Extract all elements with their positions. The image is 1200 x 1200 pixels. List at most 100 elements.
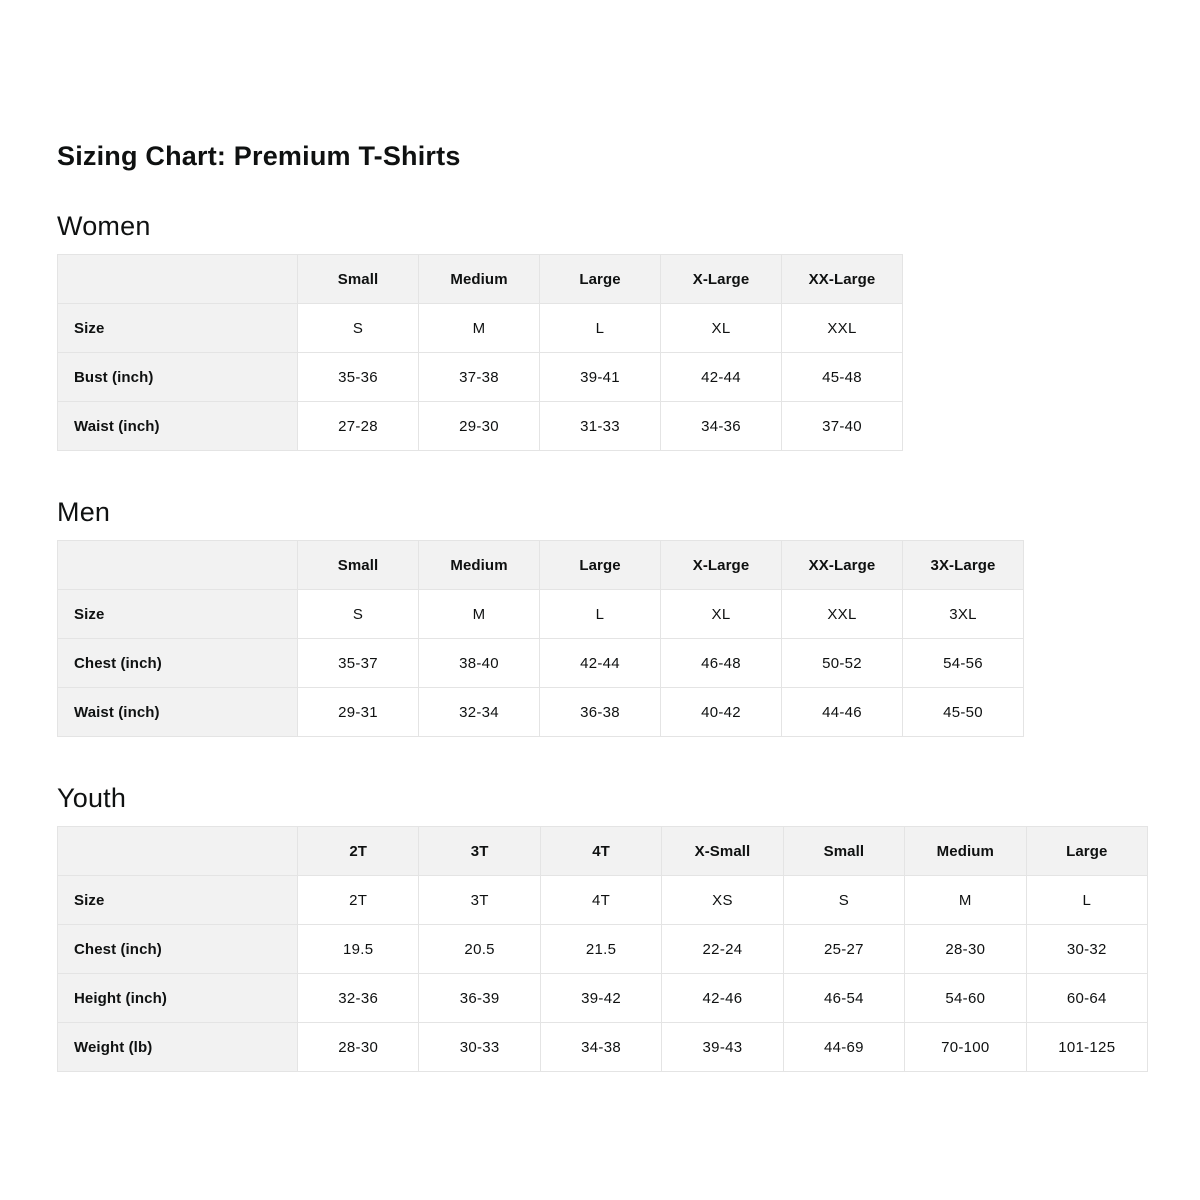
table-row: Weight (lb) 28-30 30-33 34-38 39-43 44-69 70-1… [57, 1022, 1149, 1072]
table-cell: 3XL [902, 589, 1024, 639]
column-header: Small [297, 540, 419, 590]
table-cell: 46-48 [660, 638, 782, 688]
table-cell: 35-37 [297, 638, 419, 688]
table-row: Chest (inch) 19.5 20.5 21.5 22-24 25-27 28-30 3… [57, 924, 1149, 974]
row-label: Size [57, 303, 298, 353]
table-cell: S [297, 589, 419, 639]
table-cell: M [418, 589, 540, 639]
table-cell: 3T [418, 875, 541, 925]
column-header: Medium [418, 254, 540, 304]
table-cell: 37-40 [781, 401, 903, 451]
men-size-table: Small Medium Large X-Large XX-Large 3X-Large S… [57, 540, 1024, 737]
table-cell: 32-34 [418, 687, 540, 737]
table-cell: 34-36 [660, 401, 782, 451]
row-label: Size [57, 875, 298, 925]
table-cell: 30-33 [418, 1022, 541, 1072]
row-label: Size [57, 589, 298, 639]
table-cell: 42-44 [660, 352, 782, 402]
table-row: Size 2T 3T 4T XS S M L [57, 875, 1149, 925]
row-label: Bust (inch) [57, 352, 298, 402]
table-cell: 36-39 [418, 973, 541, 1023]
column-header: Small [782, 826, 906, 876]
row-label: Weight (lb) [57, 1022, 298, 1072]
section-heading-youth: Youth [57, 783, 127, 813]
table-cell: 30-32 [1025, 924, 1149, 974]
table-cell: 4T [539, 875, 663, 925]
table-cell: L [539, 303, 661, 353]
table-cell: 40-42 [660, 687, 782, 737]
table-row: Height (inch) 32-36 36-39 39-42 42-46 46-54 54… [57, 973, 1149, 1023]
table-cell: 45-50 [902, 687, 1024, 737]
youth-size-table: 2T 3T 4T X-Small Small Medium Large Size 2T 3T 4T X… [57, 826, 1149, 1072]
column-header: 3T [418, 826, 541, 876]
table-cell: M [418, 303, 540, 353]
table-cell: 54-56 [902, 638, 1024, 688]
row-label: Chest (inch) [57, 638, 298, 688]
column-header: 4T [539, 826, 663, 876]
table-cell: 19.5 [296, 924, 420, 974]
column-header: XX-Large [781, 254, 903, 304]
section-women: Women Small Medium Large X-Large XX-Large Size… [57, 211, 1150, 451]
table-cell: 34-38 [539, 1022, 663, 1072]
table-cell: 21.5 [539, 924, 663, 974]
table-cell: 50-52 [781, 638, 903, 688]
table-cell: XS [661, 875, 784, 925]
table-cell: 29-31 [297, 687, 419, 737]
header-row: Small Medium Large X-Large XX-Large [57, 254, 903, 304]
corner-cell [57, 826, 298, 876]
table-cell: 28-30 [904, 924, 1027, 974]
column-header: 2T [296, 826, 420, 876]
column-header: Large [539, 254, 661, 304]
column-header: Medium [418, 540, 540, 590]
row-label: Chest (inch) [57, 924, 298, 974]
table-cell: 29-30 [418, 401, 540, 451]
table-cell: 45-48 [781, 352, 903, 402]
table-cell: 38-40 [418, 638, 540, 688]
table-row: Chest (inch) 35-37 38-40 42-44 46-48 50-52 54-… [57, 638, 1024, 688]
sections-container: Women Small Medium Large X-Large XX-Large Size… [57, 211, 1150, 1072]
table-cell: S [782, 875, 906, 925]
table-cell: 25-27 [782, 924, 906, 974]
table-cell: XL [660, 589, 782, 639]
section-men: Men Small Medium Large X-Large XX-Large 3X-Lar… [57, 497, 1150, 737]
table-cell: M [904, 875, 1027, 925]
table-cell: XL [660, 303, 782, 353]
table-cell: 2T [296, 875, 420, 925]
table-cell: 54-60 [904, 973, 1027, 1023]
row-label: Height (inch) [57, 973, 298, 1023]
table-cell: 39-41 [539, 352, 661, 402]
table-cell: 46-54 [782, 973, 906, 1023]
header-row: Small Medium Large X-Large XX-Large 3X-Large [57, 540, 1024, 590]
table-cell: 70-100 [904, 1022, 1027, 1072]
row-label: Waist (inch) [57, 401, 298, 451]
column-header: Medium [904, 826, 1027, 876]
table-cell: 31-33 [539, 401, 661, 451]
corner-cell [57, 254, 298, 304]
table-cell: 35-36 [297, 352, 419, 402]
table-row: Size S M L XL XXL [57, 303, 903, 353]
page-title: Sizing Chart: Premium T-Shirts [57, 141, 461, 171]
table-cell: 36-38 [539, 687, 661, 737]
table-cell: XXL [781, 589, 903, 639]
column-header: X-Small [661, 826, 784, 876]
table-cell: 44-46 [781, 687, 903, 737]
table-cell: 27-28 [297, 401, 419, 451]
table-cell: S [297, 303, 419, 353]
row-label: Waist (inch) [57, 687, 298, 737]
table-row: Waist (inch) 27-28 29-30 31-33 34-36 37-40 [57, 401, 903, 451]
table-row: Waist (inch) 29-31 32-34 36-38 40-42 44-46 45-… [57, 687, 1024, 737]
sizing-chart-content: Sizing Chart: Premium T-Shirts Women Smal… [57, 141, 1150, 1072]
column-header: Small [297, 254, 419, 304]
table-cell: 60-64 [1025, 973, 1149, 1023]
section-youth: Youth 2T 3T 4T X-Small Small Medium Large Size 2T… [57, 783, 1150, 1072]
table-cell: 101-125 [1025, 1022, 1149, 1072]
table-cell: 37-38 [418, 352, 540, 402]
column-header: Large [539, 540, 661, 590]
column-header: XX-Large [781, 540, 903, 590]
table-cell: 20.5 [418, 924, 541, 974]
table-cell: 42-46 [661, 973, 784, 1023]
table-cell: L [1025, 875, 1149, 925]
table-cell: 22-24 [661, 924, 784, 974]
column-header: X-Large [660, 540, 782, 590]
